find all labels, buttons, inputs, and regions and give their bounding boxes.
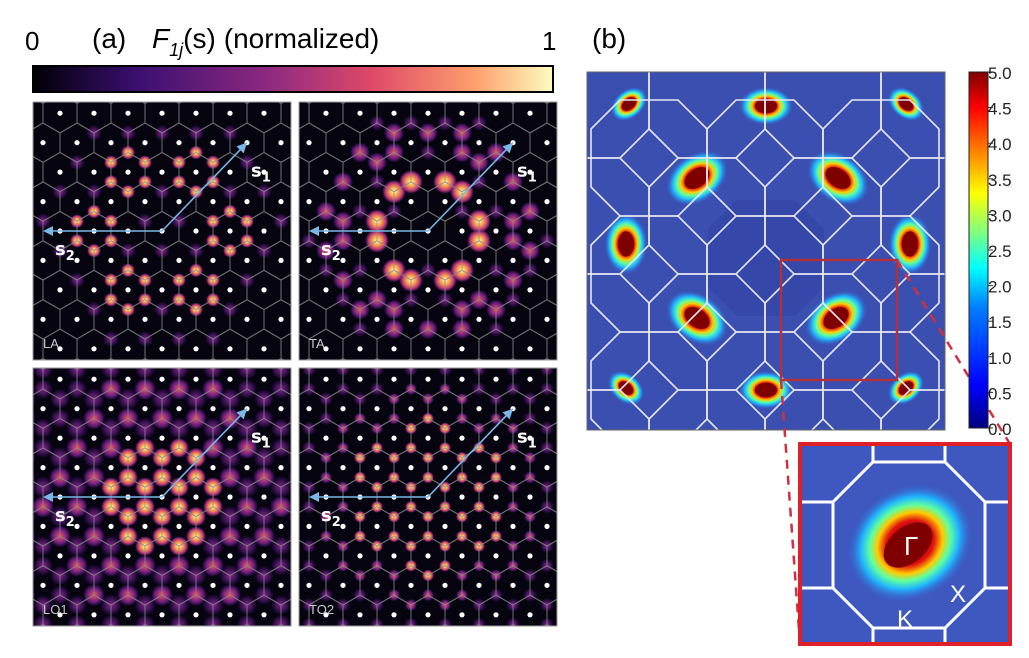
colorbar-a-max: 1 (542, 26, 556, 56)
k-point-label: K (897, 606, 913, 633)
vector-s1-label: s1 (517, 161, 537, 186)
panel-b-label: (b) (592, 23, 626, 54)
colorbar-b-tick-label: 1.0 (988, 349, 1012, 368)
colorbar-b-tick-label: 0.0 (988, 420, 1012, 439)
colorbar-b (968, 71, 989, 429)
gamma-point-label: Γ (904, 531, 918, 561)
vector-s1-label: s1 (517, 427, 537, 452)
colorbar-b-tick-label: 3.0 (988, 206, 1012, 225)
panel-a-label: (a) (92, 23, 126, 54)
mode-tag-lo1: LO1 (43, 602, 68, 617)
colorbar-b-tick-label: 1.5 (988, 313, 1012, 332)
colorbar-b-tick-label: 5.0 (988, 64, 1012, 83)
subplot-to2: s1 s2 TO2 (298, 367, 558, 627)
vector-s1-label: s1 (251, 161, 271, 186)
colorbar-a (32, 65, 554, 93)
vector-s1-label: s1 (251, 427, 271, 452)
colorbar-b-tick-label: 0.5 (988, 384, 1012, 403)
colorbar-b-tick-label: 4.5 (988, 100, 1012, 119)
colorbar-b-tick-label: 4.0 (988, 135, 1012, 154)
bz-map (587, 72, 945, 430)
colorbar-b-tick-label: 2.5 (988, 242, 1012, 261)
zoom-inset (800, 444, 1010, 644)
mode-tag-la: LA (43, 336, 59, 351)
colorbar-a-title-arg: (s) (183, 23, 216, 54)
vector-s2-label: s2 (321, 239, 341, 264)
colorbar-a-title-suffix: (normalized) (224, 23, 380, 54)
colorbar-b-tick-label: 2.0 (988, 278, 1012, 297)
mode-tag-ta: TA (309, 336, 325, 351)
colorbar-a-min: 0 (25, 26, 39, 56)
colorbar-a-title: F1j(s) (normalized) (152, 23, 379, 60)
colorbar-a-title-main: F (152, 23, 171, 54)
x-point-label: X (950, 581, 966, 608)
colorbar-b-tick-label: 3.5 (988, 171, 1012, 190)
zoom-box (779, 258, 899, 382)
subplot-lo1: s1 s2 LO1 (32, 367, 292, 627)
colorbar-a-title-sub: 1j (169, 40, 184, 60)
mode-tag-to2: TO2 (309, 602, 334, 617)
vector-s2-label: s2 (321, 505, 341, 530)
subplot-la: s1 s2 LA (32, 101, 292, 361)
panel-a-subplots: s1 s2 LA s1 s2 TA s1 s2 LO1 s1 s2 TO2 (32, 101, 558, 627)
vector-s2-label: s2 (55, 239, 75, 264)
subplot-ta: s1 s2 TA (298, 101, 558, 361)
vector-s2-label: s2 (55, 505, 75, 530)
